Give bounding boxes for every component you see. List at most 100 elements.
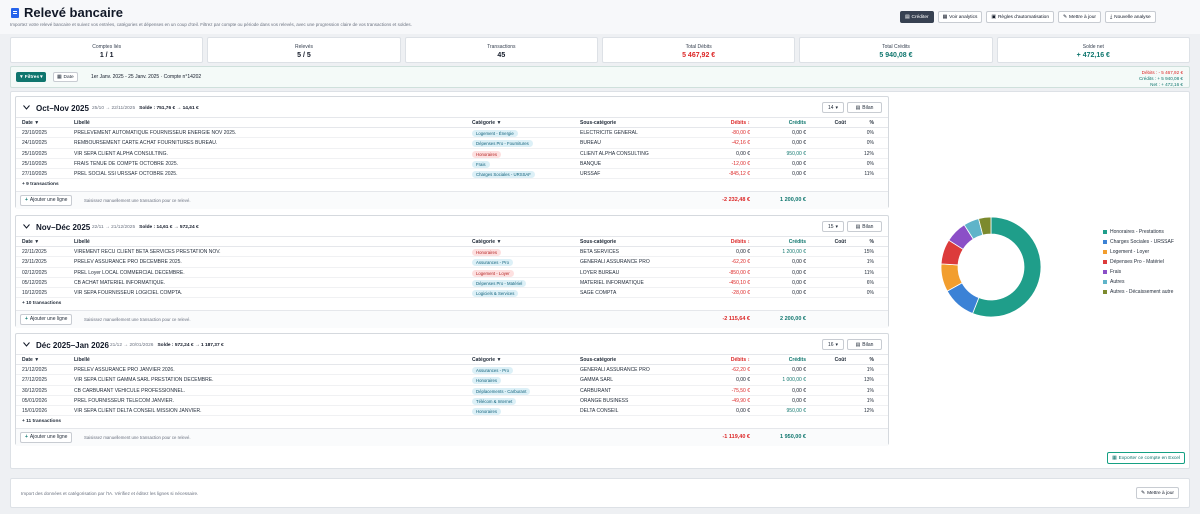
col-sous-categorie: Sous-catégorie	[580, 239, 617, 245]
more-transactions-link[interactable]: + 9 transactions	[22, 181, 59, 187]
col-libelle: Libellé	[74, 357, 90, 363]
category-pill[interactable]: Honoraires	[472, 249, 502, 256]
page-size-value: 16	[827, 341, 834, 348]
table-row[interactable]: 05/12/2025 CB ACHAT MATERIEL INFORMATIQU…	[16, 278, 888, 289]
row-libelle: PREL Loyer LOCAL COMMERCIAL DECEMBRE.	[74, 269, 185, 276]
row-sous-categorie: BETA SERVICES	[580, 249, 619, 255]
add-line-button[interactable]: + Ajouter une ligne	[20, 431, 73, 443]
col-debits[interactable]: Débits ↕	[731, 120, 750, 126]
chevron-down-icon[interactable]	[23, 342, 30, 347]
col-debits-label: Débits	[730, 120, 747, 126]
export-excel-button[interactable]: ▦ Exporter ce compte en Excel	[1107, 452, 1185, 464]
row-date: 02/12/2025	[22, 269, 48, 276]
table-row[interactable]: 02/12/2025 PREL Loyer LOCAL COMMERCIAL D…	[16, 268, 888, 278]
col-date-label: Date	[22, 357, 33, 363]
section-title: Oct–Nov 2025	[36, 104, 89, 113]
card-icon: ▤	[905, 14, 910, 20]
col-debits[interactable]: Débits ↕	[731, 239, 750, 245]
table-row[interactable]: 10/12/2025 VIR SEPA FOURNISSEUR LOGICIEL…	[16, 288, 888, 299]
add-line-button[interactable]: + Ajouter une ligne	[20, 313, 73, 325]
col-categorie[interactable]: Catégorie ▼	[472, 239, 501, 245]
page-size-select[interactable]: 15 ▾	[822, 221, 844, 232]
col-debits[interactable]: Débits ↕	[731, 357, 750, 363]
table-row[interactable]: 21/12/2025 PRELEV ASSURANCE PRO JANVIER …	[16, 365, 888, 376]
legend-item[interactable]: Logement - Loyer	[1103, 247, 1174, 257]
category-pill[interactable]: Assurances - Pro	[472, 259, 513, 267]
table-row[interactable]: 22/11/2025 VIREMENT RECU CLIENT BETA SER…	[16, 247, 888, 258]
table-row[interactable]: 05/01/2026 PREL FOURNISSEUR TELECOM JANV…	[16, 396, 888, 407]
category-pill[interactable]: Logiciels & Services	[472, 290, 519, 298]
table-row[interactable]: 15/01/2026 VIR SEPA CLIENT DELTA CONSEIL…	[16, 406, 888, 417]
bilan-button[interactable]: ▤ Bilan	[847, 339, 882, 350]
update-button[interactable]: ✎ Mettre à jour	[1058, 11, 1101, 23]
category-pill[interactable]: Déplacements - Carburant	[472, 387, 531, 395]
section-solde: 14,61 € → 572,24 €	[156, 225, 199, 230]
table-row[interactable]: 24/10/2025 REMBOURSEMENT CARTE ACHAT FOU…	[16, 138, 888, 149]
row-debit: 0,00 €	[736, 150, 750, 157]
col-date[interactable]: Date ▼	[22, 120, 39, 126]
category-pill[interactable]: Honoraires	[472, 150, 502, 158]
category-pill[interactable]: Dépenses Pro - Matériel	[472, 279, 527, 287]
row-pct: 1%	[866, 367, 874, 373]
legend-item[interactable]: Frais	[1103, 267, 1174, 277]
col-date[interactable]: Date ▼	[22, 239, 39, 245]
legend-item[interactable]: Autres	[1103, 277, 1174, 287]
section-footer: + Ajouter une ligne Saisissez manuellemen…	[16, 309, 888, 328]
download-icon: ⤓	[1109, 15, 1113, 20]
col-categorie-label: Catégorie	[472, 120, 496, 126]
date-button[interactable]: ▦ Date	[53, 72, 78, 82]
row-sous-categorie: BUREAU	[580, 140, 601, 147]
page-size-select[interactable]: 16 ▾	[822, 339, 844, 350]
chevron-down-icon[interactable]	[23, 224, 30, 229]
category-pill[interactable]: Logement - Loyer	[472, 269, 514, 277]
more-transactions-link[interactable]: + 10 transactions	[22, 300, 62, 306]
stat-label: Total Crédits	[882, 44, 910, 50]
new-analysis-button[interactable]: ⤓ Nouvelle analyse	[1104, 11, 1156, 23]
table-row[interactable]: 23/11/2025 PRELEV ASSURANCE PRO DECEMBRE…	[16, 257, 888, 268]
row-libelle: VIR SEPA CLIENT GAMMA SARL PRESTATION DE…	[74, 377, 214, 384]
category-pill[interactable]: Charges Sociales - URSSAF	[472, 171, 535, 179]
row-date: 05/01/2026	[22, 397, 48, 404]
table-row[interactable]: 30/12/2025 CB CARBURANT VEHICULE PROFESS…	[16, 386, 888, 396]
page-size-select[interactable]: 14 ▾	[822, 102, 844, 113]
col-sous-categorie: Sous-catégorie	[580, 120, 617, 126]
bottom-update-button[interactable]: ✎ Mettre à jour	[1136, 487, 1179, 499]
table-row[interactable]: 25/10/2025 FRAIS TENUE DE COMPTE OCTOBRE…	[16, 159, 888, 170]
filter-icon: ▼	[34, 120, 40, 126]
category-pill[interactable]: Honoraires	[472, 377, 502, 385]
category-pill[interactable]: Logement - Énergie	[472, 130, 518, 137]
filters-button[interactable]: ▼ Filtres ▾	[16, 72, 46, 82]
stat-label: Relevés	[294, 44, 314, 50]
legend-item[interactable]: Dépenses Pro - Matériel	[1103, 257, 1174, 267]
table-row[interactable]: 27/12/2025 VIR SEPA CLIENT GAMMA SARL PR…	[16, 375, 888, 386]
row-debit: -62,20 €	[731, 367, 750, 373]
col-categorie[interactable]: Catégorie ▼	[472, 357, 501, 363]
add-line-label: Ajouter une ligne	[29, 316, 68, 322]
category-pill[interactable]: Télécom & Internet	[472, 397, 517, 405]
automation-rules-button[interactable]: ▣ Règles d'automatisation	[986, 11, 1055, 23]
legend-item[interactable]: Autres - Décaissement autre	[1103, 287, 1174, 297]
category-pill[interactable]: Dépenses Pro - Fournitures	[472, 140, 533, 148]
legend-item[interactable]: Charges Sociales - URSSAF	[1103, 237, 1174, 247]
more-transactions-link[interactable]: + 11 transactions	[22, 418, 62, 424]
category-pill[interactable]: Assurances - Pro	[472, 367, 513, 374]
category-pill[interactable]: Honoraires	[472, 408, 502, 416]
table-row[interactable]: 27/10/2025 PREL SOCIAL SSI URSSAF OCTOBR…	[16, 169, 888, 180]
analytics-label: Voir analytics	[949, 14, 978, 20]
legend-item[interactable]: Honoraires - Prestations	[1103, 227, 1174, 237]
donut-slice-0[interactable]	[972, 216, 1042, 318]
table-row[interactable]: 23/10/2025 PRELEVEMENT AUTOMATIQUE FOURN…	[16, 128, 888, 139]
crediter-button[interactable]: ▤ Créditer	[900, 11, 934, 23]
category-pill[interactable]: Frais	[472, 160, 490, 168]
view-analytics-button[interactable]: ▦ Voir analytics	[937, 11, 983, 23]
donut-slice-6[interactable]	[978, 216, 992, 236]
col-date[interactable]: Date ▼	[22, 357, 39, 363]
bilan-button[interactable]: ▤ Bilan	[847, 221, 882, 232]
chevron-down-icon[interactable]	[23, 105, 30, 110]
stat-label: Transactions	[487, 44, 516, 50]
add-line-button[interactable]: + Ajouter une ligne	[20, 194, 73, 206]
bilan-button[interactable]: ▤ Bilan	[847, 102, 882, 113]
row-credit: 0,00 €	[792, 160, 806, 167]
col-categorie[interactable]: Catégorie ▼	[472, 120, 501, 126]
table-row[interactable]: 25/10/2025 VIR SEPA CLIENT ALPHA CONSULT…	[16, 149, 888, 159]
